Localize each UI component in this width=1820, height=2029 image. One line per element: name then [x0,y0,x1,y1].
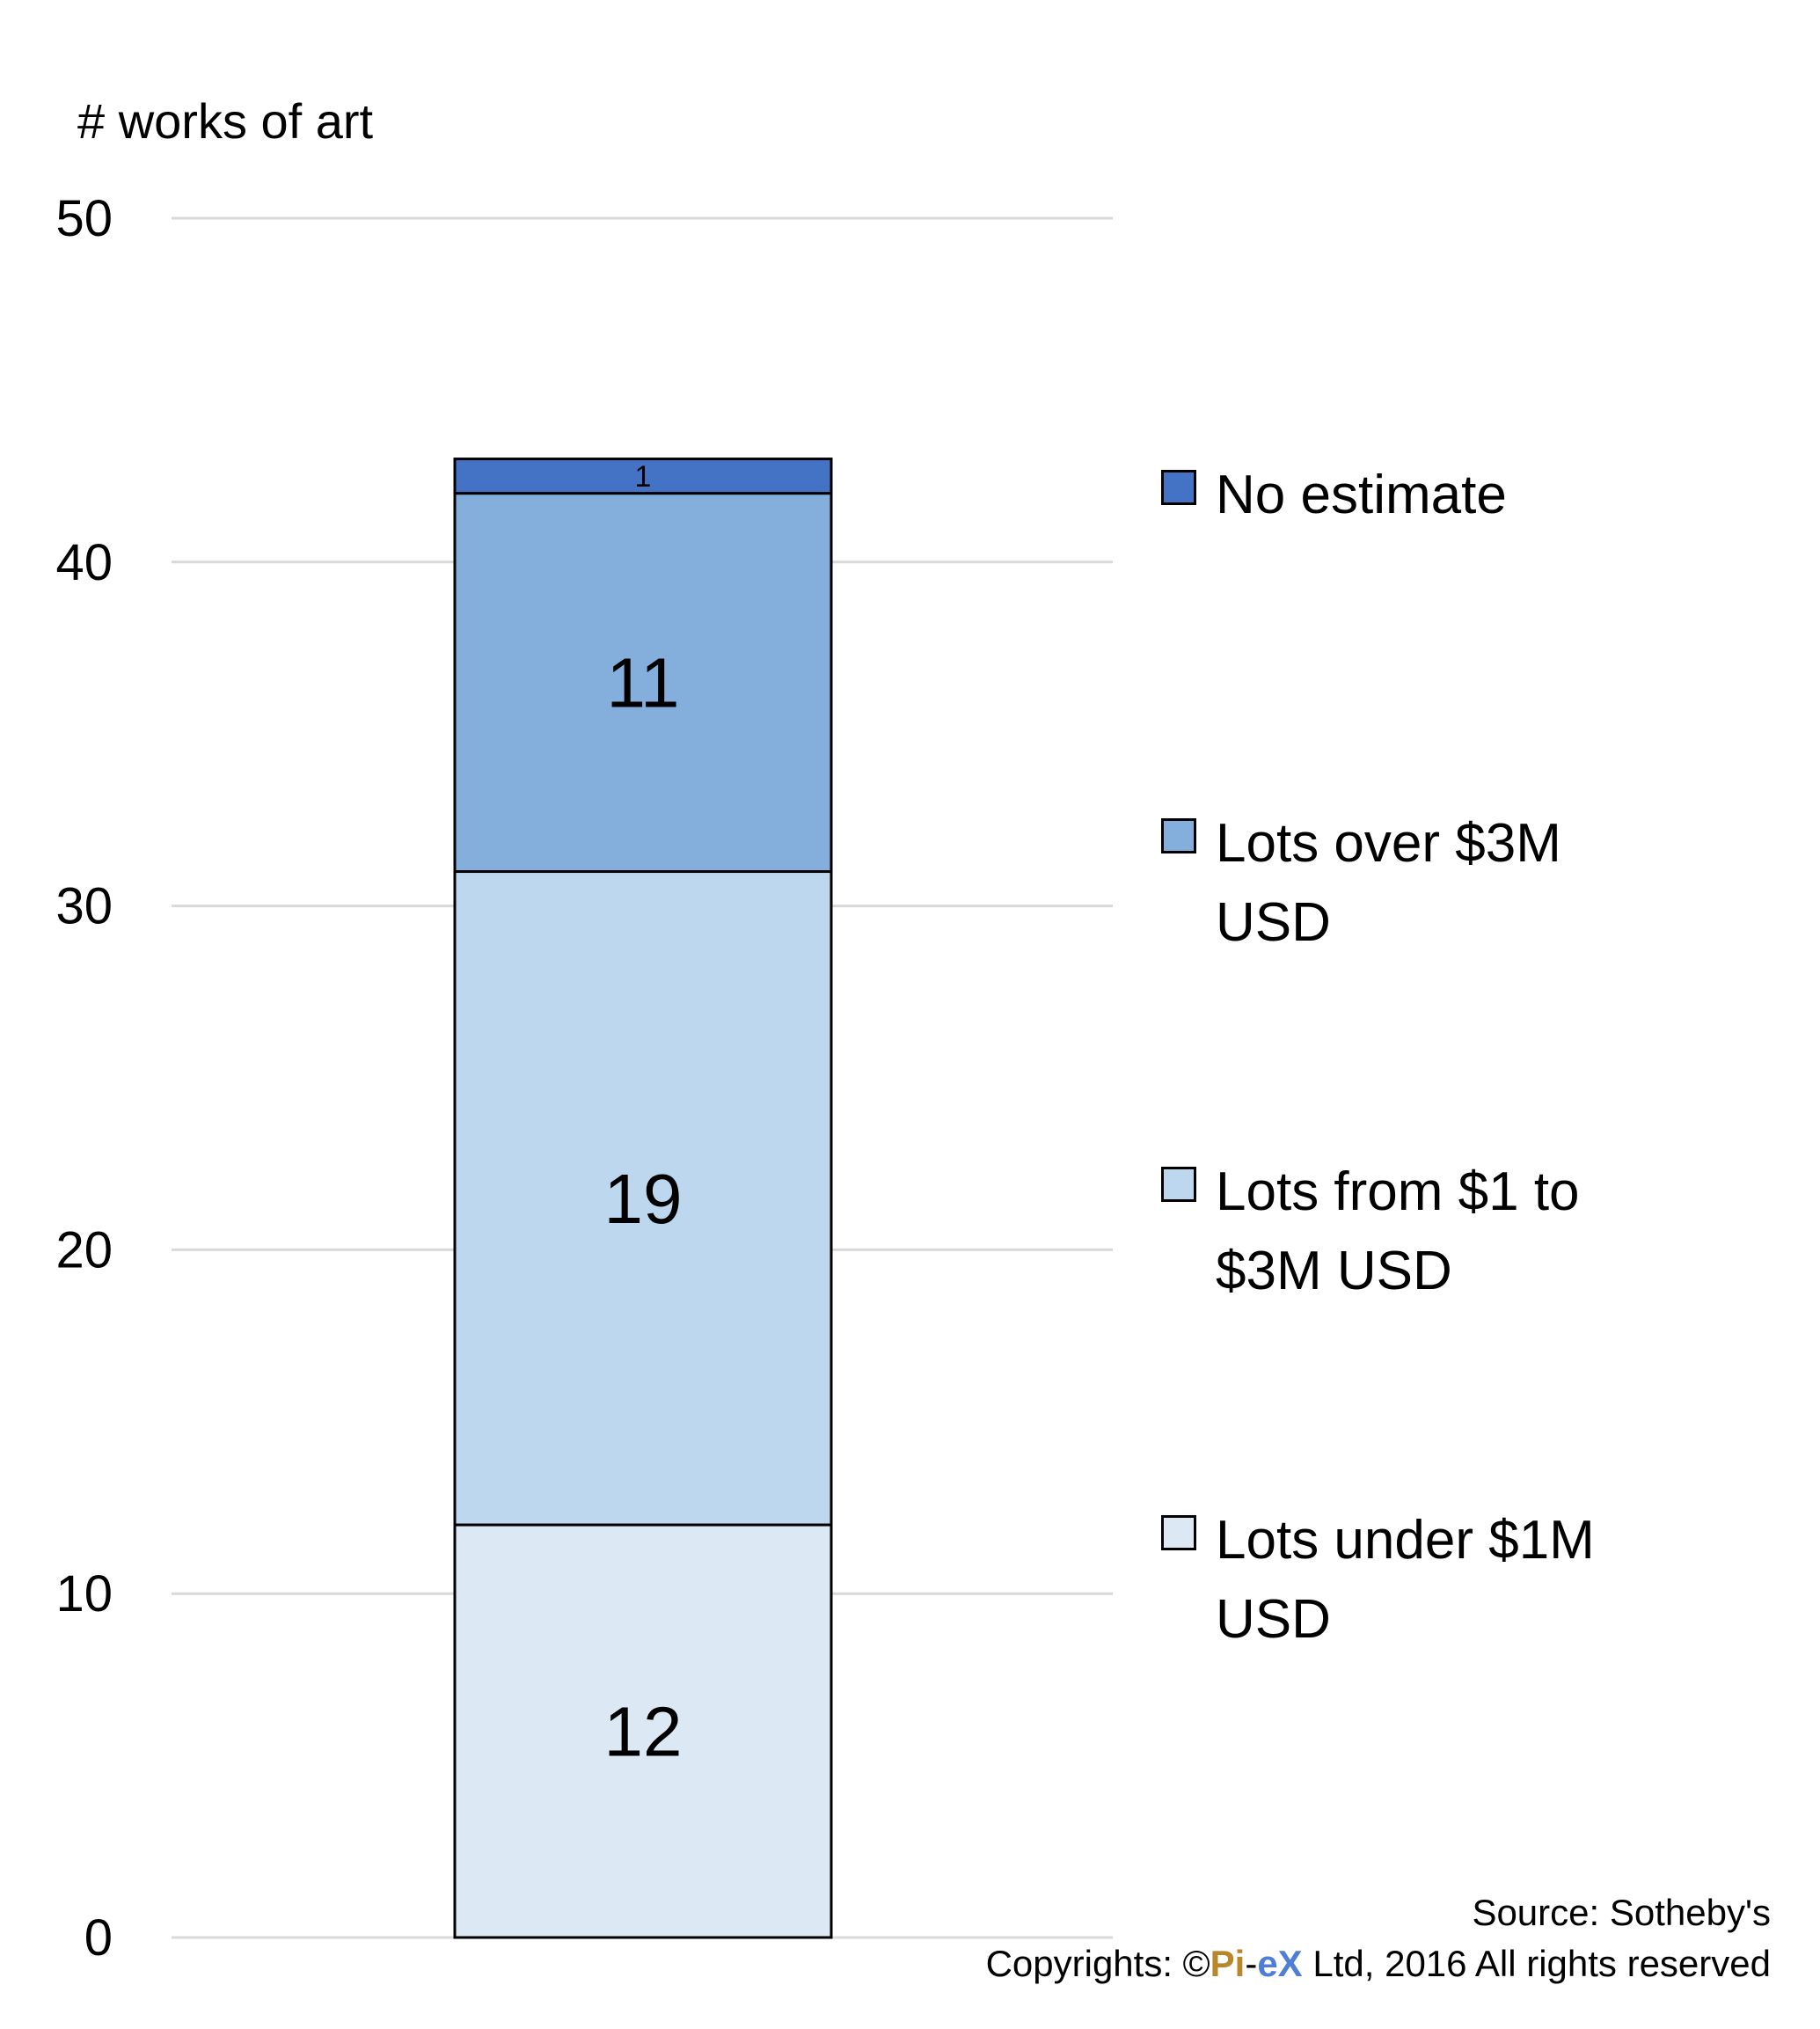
data-label: 11 [606,644,679,722]
bar-segment [453,458,833,495]
y-tick-label: 30 [55,878,113,935]
source-note: Source: Sotheby's [1472,1892,1771,1933]
copyright-prefix: Copyrights: © [985,1943,1210,1984]
bar-segment [453,492,833,874]
legend-label-over-3m-line1: Lots over $3M [1216,813,1561,874]
legend-label-from-1-to-3m-line2: $3M USD [1216,1241,1452,1301]
legend-label-from-1-to-3m-line1: Lots from $1 to [1216,1161,1580,1222]
legend-item-over-3m: Lots over $3M USD [1161,804,1794,963]
legend-swatch-under-1m [1161,1515,1196,1550]
legend-label-under-1m-line1: Lots under $1M [1216,1510,1595,1571]
legend-item-from-1-to-3m: Lots from $1 to $3M USD [1161,1153,1794,1311]
brand-pi: Pi [1210,1943,1246,1984]
legend-label-over-3m-line2: USD [1216,892,1331,953]
legend-item-no-estimate: No estimate [1161,456,1794,535]
legend-label-no-estimate: No estimate [1216,465,1507,525]
legend-swatch-no-estimate [1161,470,1196,505]
brand-dash: - [1245,1943,1258,1984]
bar-segments [453,458,833,1939]
y-tick-label: 50 [55,190,113,247]
legend-swatch-from-1-to-3m [1161,1167,1196,1202]
copyright-note: Copyrights: ©Pi-eX Ltd, 2016 All rights … [986,1943,1771,1985]
legend-label-under-1m-line2: USD [1216,1589,1331,1650]
y-tick-labels: 0 10 20 30 40 50 [55,190,113,1967]
bar-segment [453,870,833,1527]
y-tick-label: 10 [55,1565,113,1622]
bar-segment [453,1523,833,1939]
y-tick-label: 0 [84,1909,113,1967]
brand-ex: eX [1257,1943,1303,1984]
y-tick-label: 20 [55,1221,113,1278]
data-label: 1 [635,460,652,494]
y-axis-label: # works of art [77,93,374,149]
legend-item-under-1m: Lots under $1M USD [1161,1501,1794,1659]
legend-swatch-over-3m [1161,818,1196,853]
data-label: 19 [604,1160,683,1238]
data-label: 12 [604,1693,683,1771]
copyright-suffix: Ltd, 2016 All rights reserved [1302,1943,1771,1984]
y-tick-label: 40 [55,534,113,591]
